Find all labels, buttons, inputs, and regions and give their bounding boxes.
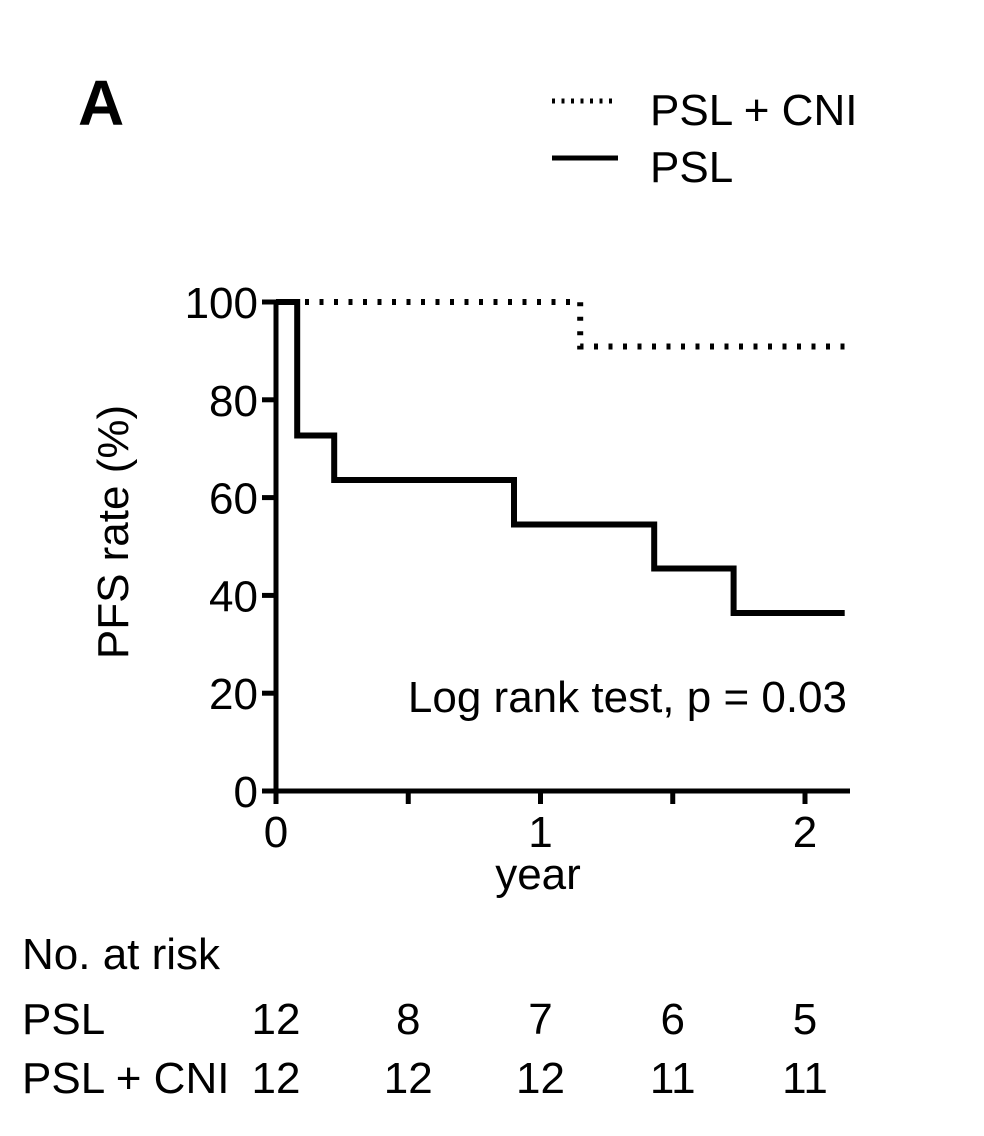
legend: PSL + CNI PSL xyxy=(552,86,857,192)
y-tick-label: 100 xyxy=(185,279,258,328)
risk-value: 12 xyxy=(516,1054,565,1103)
y-axis-title: PFS rate (%) xyxy=(89,405,138,659)
y-tick-label: 0 xyxy=(234,768,258,817)
y-axis-ticks: 0 20 40 60 80 100 xyxy=(185,279,276,817)
y-tick-label: 80 xyxy=(209,377,258,426)
series-line-psl xyxy=(276,299,845,616)
legend-label-psl-cni: PSL + CNI xyxy=(650,86,857,135)
risk-row-label: PSL + CNI xyxy=(22,1054,229,1103)
x-tick-label: 0 xyxy=(264,808,288,857)
panel-label: A xyxy=(78,67,124,139)
risk-value: 11 xyxy=(650,1054,696,1103)
series-line-psl-cni xyxy=(276,299,845,350)
y-tick-label: 60 xyxy=(209,475,258,524)
risk-value: 12 xyxy=(252,995,301,1044)
risk-row-label: PSL xyxy=(22,995,105,1044)
risk-value: 7 xyxy=(528,995,552,1044)
risk-value: 12 xyxy=(384,1054,433,1103)
risk-table: PSL 12 8 7 6 5 PSL + CNI 12 12 12 11 11 xyxy=(22,995,828,1103)
risk-value: 8 xyxy=(396,995,420,1044)
x-axis-ticks: 0 1 2 xyxy=(264,791,817,857)
y-tick-label: 40 xyxy=(209,572,258,621)
risk-value: 12 xyxy=(252,1054,301,1103)
log-rank-annotation: Log rank test, p = 0.03 xyxy=(408,673,847,722)
risk-value: 5 xyxy=(793,995,817,1044)
x-tick-label: 1 xyxy=(528,808,552,857)
risk-value: 6 xyxy=(661,995,685,1044)
risk-value: 11 xyxy=(782,1054,828,1103)
legend-label-psl: PSL xyxy=(650,143,733,192)
y-tick-label: 20 xyxy=(209,670,258,719)
x-axis-title: year xyxy=(495,850,581,899)
risk-table-title: No. at risk xyxy=(22,930,221,979)
x-tick-label: 2 xyxy=(793,808,817,857)
